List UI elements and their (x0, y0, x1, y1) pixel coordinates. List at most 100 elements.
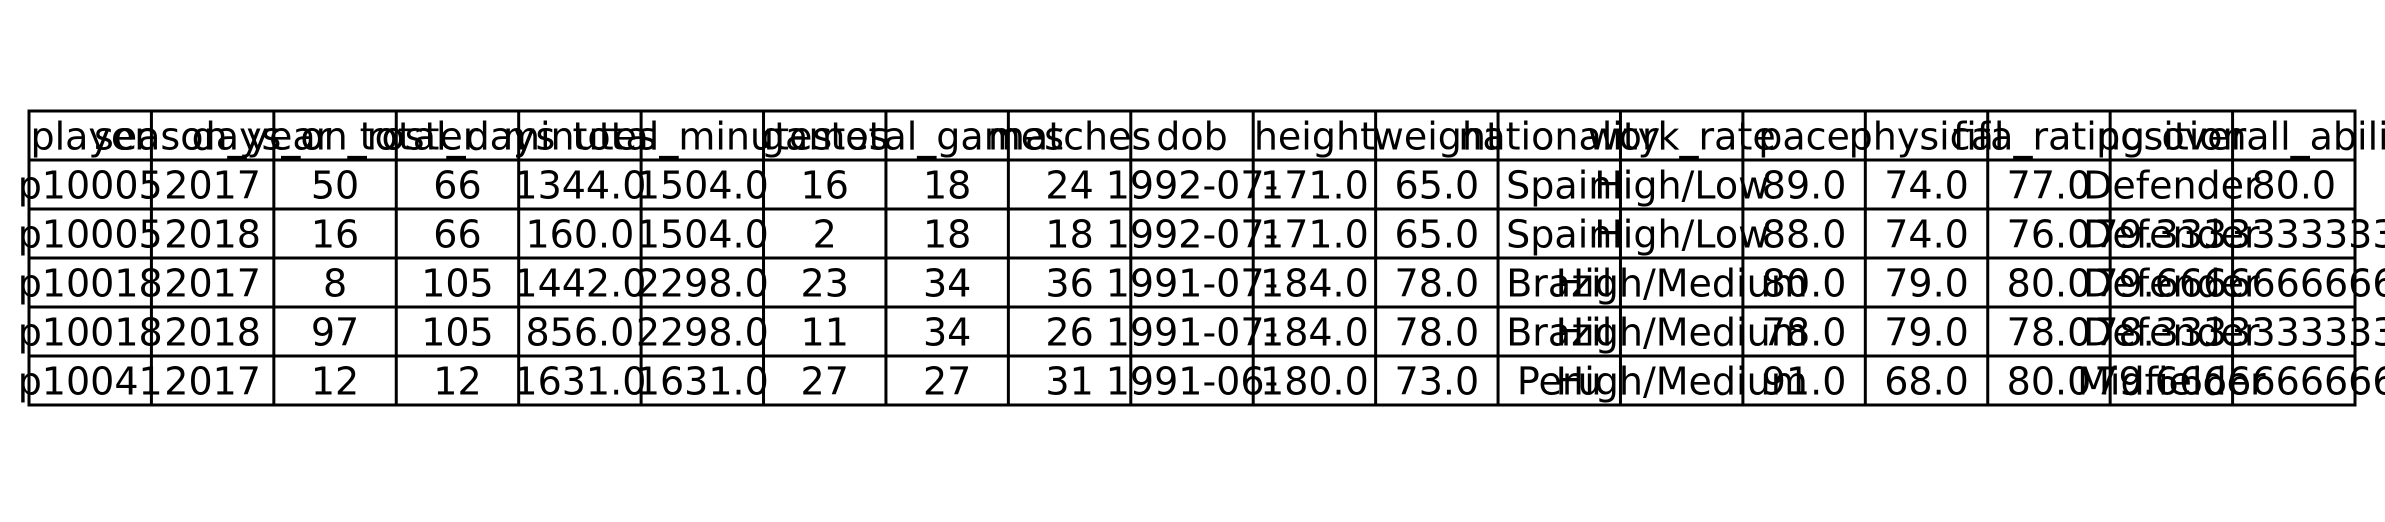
column-header: height (1254, 115, 1375, 159)
table-cell: 34 (923, 311, 971, 355)
table-cell: Peru (1517, 360, 1602, 404)
table-cells: playerseason_yeardays_on_rostertotal_day… (18, 115, 2385, 404)
table-cell: 1631.0 (513, 360, 646, 404)
table-cell: p10005 (18, 213, 163, 257)
table-cell: 12 (311, 360, 359, 404)
table-cell: 31 (1045, 360, 1093, 404)
table-cell: Spain (1506, 164, 1612, 208)
table-cell: 80.0 (2251, 164, 2336, 208)
table-cell: 89.0 (1762, 164, 1847, 208)
table-cell: 1504.0 (636, 164, 769, 208)
table-cell: 78.0 (1762, 311, 1847, 355)
table-cell: 1442.0 (513, 262, 646, 306)
table-cell: 18 (923, 164, 971, 208)
table-cell: 2017 (164, 360, 261, 404)
table-cell: 50 (311, 164, 359, 208)
table-cell: Brazil (1506, 311, 1612, 355)
table-cell: 27 (923, 360, 971, 404)
table-cell: 171.0 (1260, 164, 1369, 208)
table-cell: 66 (433, 164, 481, 208)
table-cell: 79.66666666666667 (2094, 262, 2385, 306)
table-cell: 2298.0 (636, 262, 769, 306)
table-cell: 97 (311, 311, 359, 355)
table-cell: 18 (923, 213, 971, 257)
table-cell: 184.0 (1260, 262, 1369, 306)
table-cell: 1344.0 (513, 164, 646, 208)
table-cell: Defender (2083, 213, 2260, 257)
table-cell: 1991-07- (1106, 311, 1278, 355)
column-header: weight (1373, 115, 1501, 159)
table-cell: 27 (801, 360, 849, 404)
table-cell: 65.0 (1395, 164, 1480, 208)
table-cell: 12 (433, 360, 481, 404)
table-cell: 184.0 (1260, 311, 1369, 355)
table-cell: 2 (813, 213, 837, 257)
table-cell: 80.0 (2007, 360, 2092, 404)
table-cell: High/Low (1594, 164, 1769, 208)
table-cell: 65.0 (1395, 213, 1480, 257)
column-header: nationality (1458, 115, 1660, 159)
column-header: fifa_rating (1953, 115, 2145, 159)
table-grid (27, 109, 2357, 407)
table-cell: 68.0 (1884, 360, 1969, 404)
table-cell: 66 (433, 213, 481, 257)
table-cell: 2018 (164, 213, 261, 257)
column-header: days_on_roster (192, 115, 479, 159)
table-cell: 1991-06- (1106, 360, 1278, 404)
table-cell: High/Medium (1556, 311, 1808, 355)
table-cell: Spain (1506, 213, 1612, 257)
table-cell: 78.0 (1395, 262, 1480, 306)
column-header: pace (1758, 115, 1850, 159)
table-cell: 105 (421, 311, 494, 355)
table-cell: 171.0 (1260, 213, 1369, 257)
column-header: dob (1156, 115, 1228, 159)
table-cell: 79.0 (1884, 262, 1969, 306)
column-header: physical (1849, 115, 2005, 159)
table-cell: 8 (323, 262, 347, 306)
column-header: player (30, 115, 150, 159)
table-cell: 88.0 (1762, 213, 1847, 257)
table-cell: 34 (923, 262, 971, 306)
column-header: matches (988, 115, 1151, 159)
table-cell: 2018 (164, 311, 261, 355)
table-cell: Defender (2083, 311, 2260, 355)
table-cell: 36 (1045, 262, 1093, 306)
table-cell: Defender (2083, 262, 2260, 306)
column-header: total_days (360, 115, 556, 159)
column-header: position (2096, 115, 2247, 159)
column-header: overall_ability (2161, 115, 2385, 159)
table-cell: High/Low (1594, 213, 1769, 257)
table-cell: 74.0 (1884, 164, 1969, 208)
table-cell: 78.0 (1395, 311, 1480, 355)
table-cell: 160.0 (525, 213, 634, 257)
table-cell: p10005 (18, 164, 163, 208)
table-cell: 180.0 (1260, 360, 1369, 404)
column-header: work_rate (1588, 115, 1776, 159)
table-cell: 1992-07- (1106, 164, 1278, 208)
table-cell: 16 (311, 213, 359, 257)
table-cell: 1992-07- (1106, 213, 1278, 257)
table-cell: 24 (1045, 164, 1093, 208)
table-cell: 78.0 (2007, 311, 2092, 355)
column-header: total_minutes (572, 115, 832, 159)
table-cell: 2017 (164, 262, 261, 306)
table-cell: 80.0 (2007, 262, 2092, 306)
table-cell: High/Medium (1556, 262, 1808, 306)
table-cell: 76.0 (2007, 213, 2092, 257)
table-cell: 105 (421, 262, 494, 306)
table-cell: Brazil (1506, 262, 1612, 306)
table-cell: 26 (1045, 311, 1093, 355)
table-cell: 16 (801, 164, 849, 208)
table-cell: 77.0 (2007, 164, 2092, 208)
table-cell: High/Medium (1556, 360, 1808, 404)
table-cell: 23 (801, 262, 849, 306)
column-header: games (761, 115, 889, 159)
column-header: season_year (94, 115, 332, 159)
table-cell: 1631.0 (636, 360, 769, 404)
table-cell: 856.0 (525, 311, 634, 355)
table-cell: 11 (801, 311, 849, 355)
table-cell: p10018 (18, 311, 163, 355)
table-cell: 1504.0 (636, 213, 769, 257)
table-cell: 79.0 (1884, 311, 1969, 355)
table-cell: 2298.0 (636, 311, 769, 355)
